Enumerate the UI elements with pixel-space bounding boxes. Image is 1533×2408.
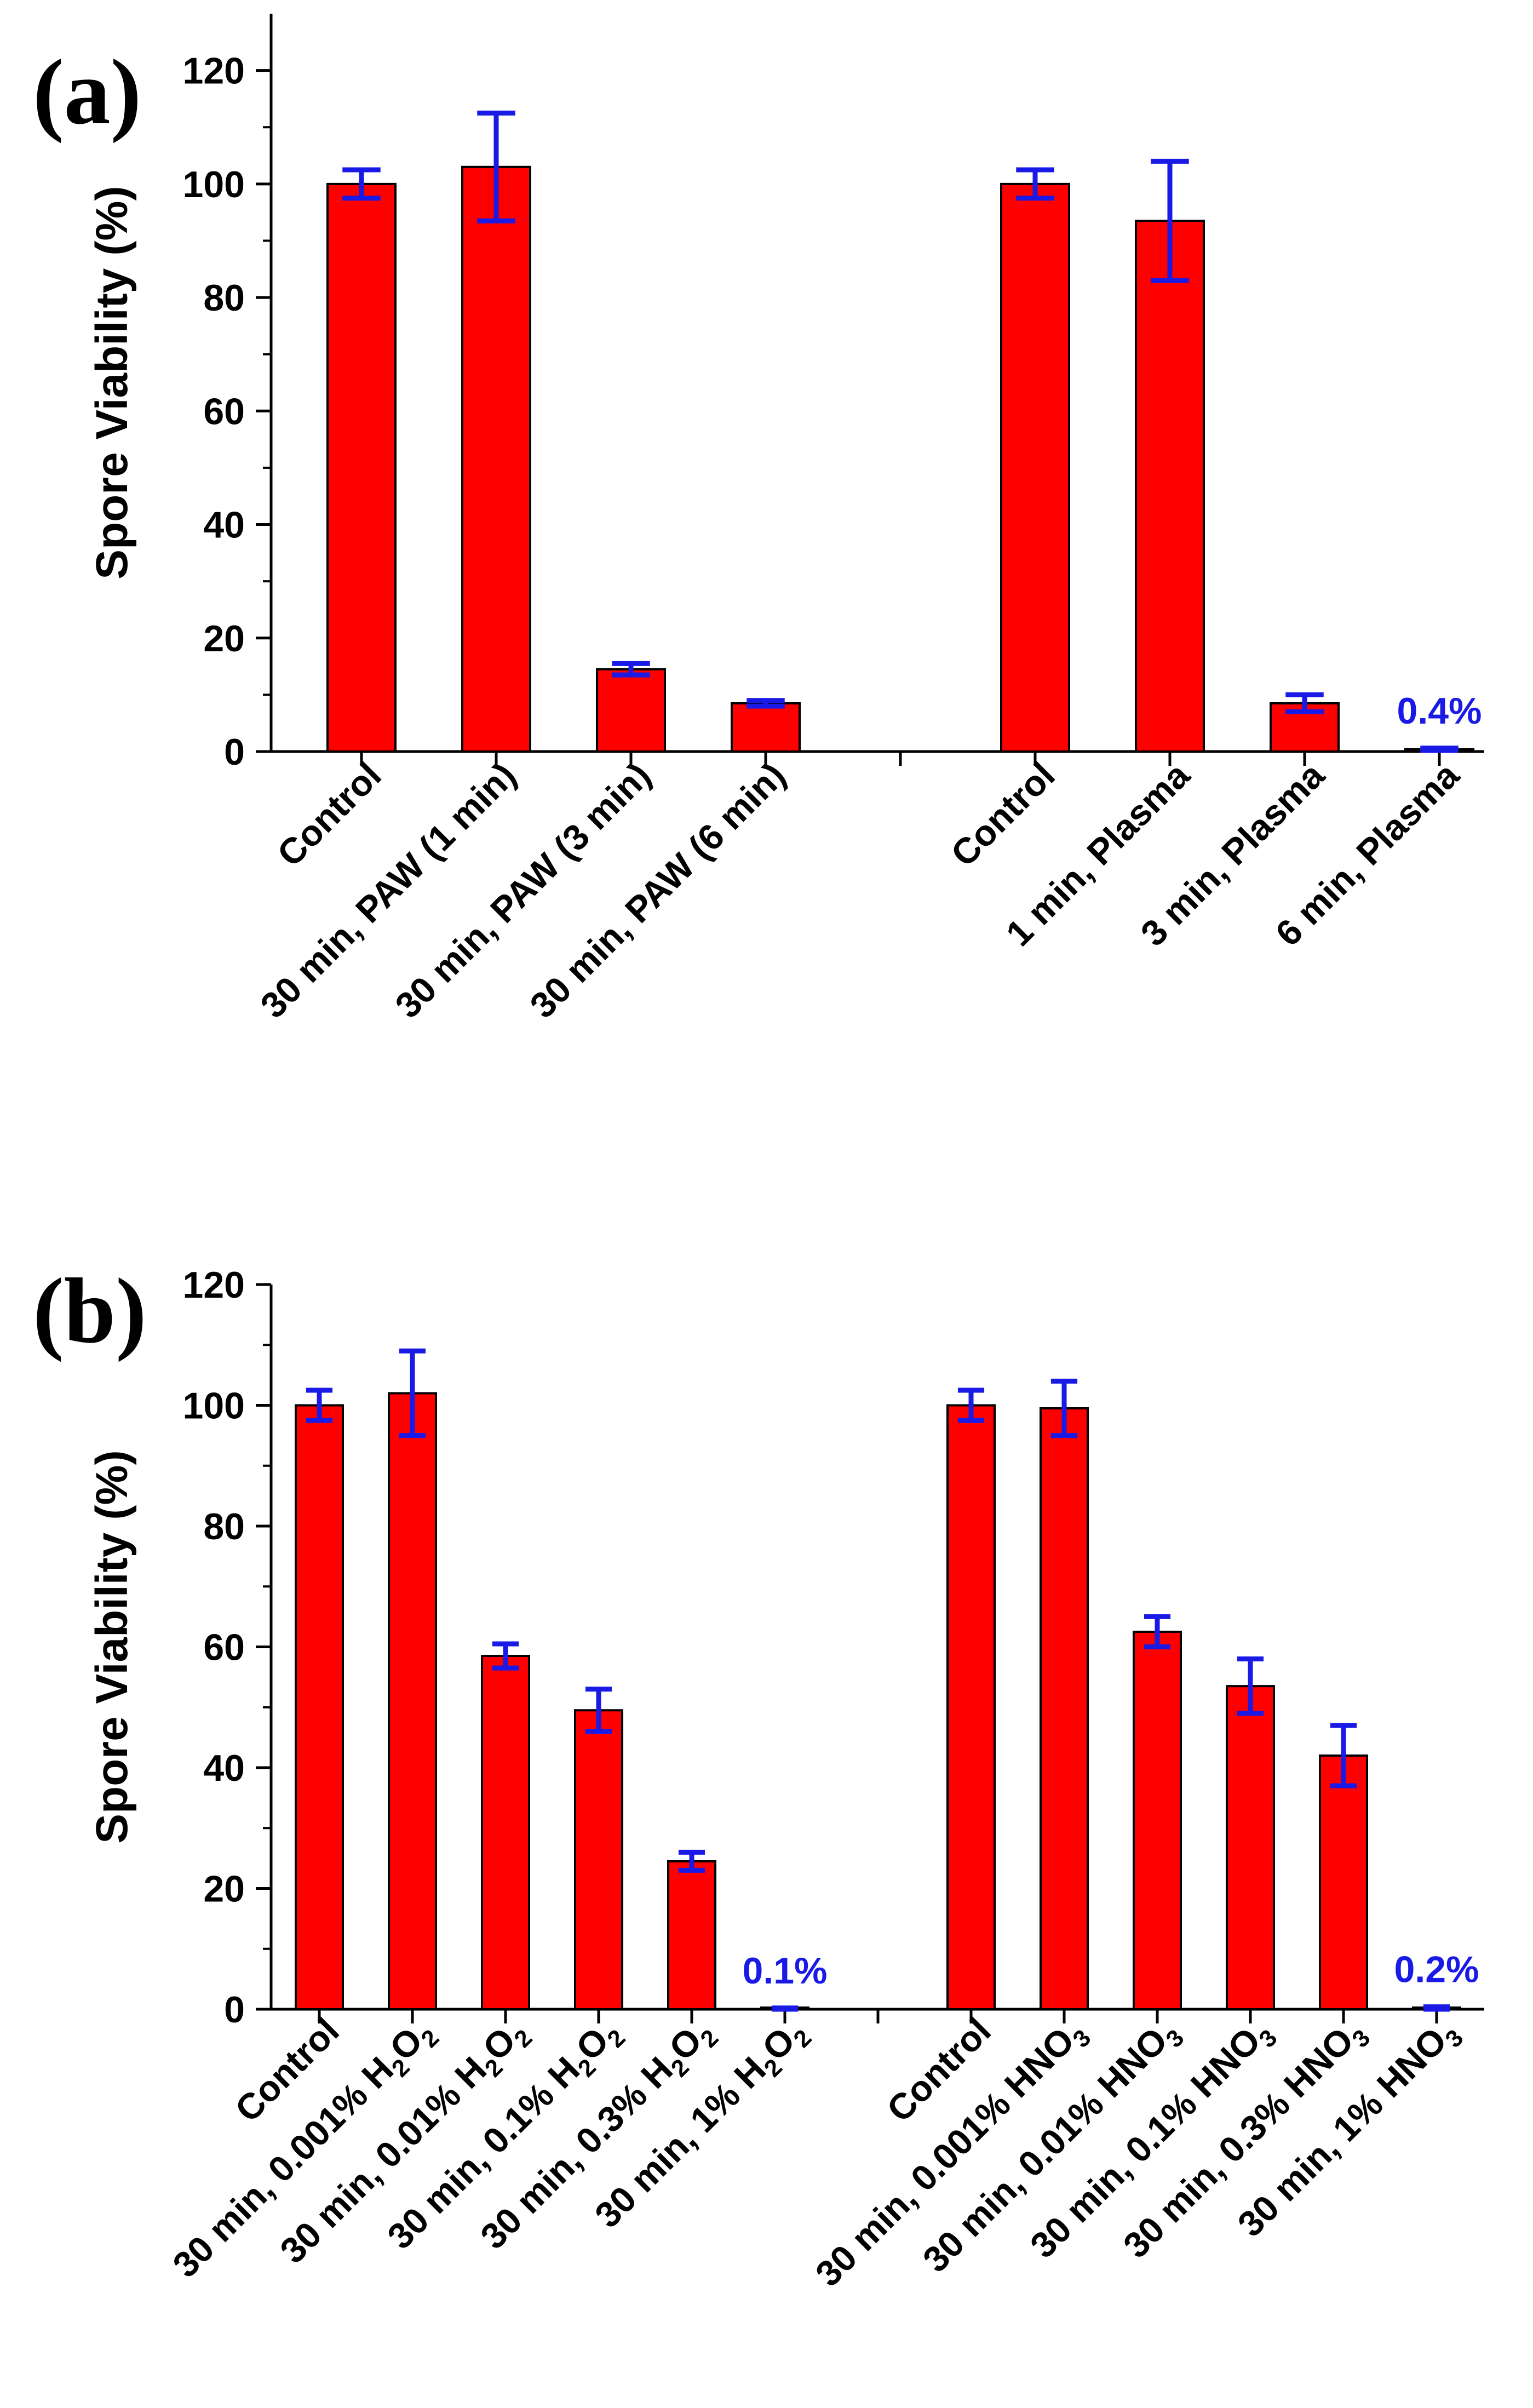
bar-3: [731, 702, 801, 753]
bar-0: [326, 182, 397, 753]
category-label-4: Control: [943, 755, 1063, 874]
y-tick-label: 20: [203, 1868, 245, 1910]
bar-2: [596, 668, 666, 753]
error-bar-1: [399, 1348, 426, 1438]
value-annotation: 0.2%: [1394, 1949, 1479, 1991]
error-bar-10: [1330, 1723, 1357, 1788]
chart-panel-b: (b)Spore Viability (%)020406080100120Con…: [33, 1259, 1484, 2294]
category-label-1: 30 min, PAW (1 min): [252, 755, 524, 1026]
bar-9: [1226, 1685, 1275, 2011]
label-text: Control: [269, 755, 389, 874]
chart-panel-a: (a) Spore Viability (%) 0 20 40 60 80 100 120 Con…: [33, 14, 1484, 1025]
error-bar-11: [1423, 2004, 1450, 2012]
error-bar-5: [771, 2005, 799, 2012]
y-tick-label: 120: [183, 50, 245, 92]
bar-3: [574, 1709, 623, 2010]
bar-7: [1040, 1407, 1089, 2010]
y-tick-label: 60: [203, 391, 245, 432]
error-bar-9: [1237, 1656, 1264, 1716]
y-tick-label: 80: [203, 277, 245, 319]
y-tick-label: 0: [224, 1989, 245, 2031]
error-bar-2: [612, 661, 650, 678]
y-tick-label: 40: [203, 1747, 245, 1789]
error-bar-7: [1420, 746, 1459, 753]
bar-2: [481, 1655, 530, 2011]
error-bar-0: [342, 167, 381, 201]
error-bar-7: [1050, 1378, 1078, 1438]
bar-4: [1000, 182, 1070, 753]
label-text: 30 min, PAW (6 min): [522, 755, 793, 1026]
error-bar-1: [477, 110, 515, 223]
y-tick-label: 40: [203, 504, 245, 546]
bar-6: [946, 1404, 996, 2010]
error-bar-4: [678, 1849, 705, 1873]
value-annotation: 0.4%: [1397, 690, 1482, 732]
error-bar-5: [1151, 158, 1189, 283]
y-tick-label: 120: [183, 1264, 245, 1306]
y-tick-label: 80: [203, 1506, 245, 1547]
label-text: 30 min, PAW (3 min): [387, 755, 658, 1026]
label-text: 30 min, PAW (1 min): [252, 755, 524, 1026]
y-tick-label: 100: [183, 164, 245, 205]
error-bar-3: [585, 1687, 612, 1734]
category-label-3: 30 min, PAW (6 min): [522, 755, 793, 1026]
bar-4: [667, 1860, 716, 2010]
error-bar-3: [747, 698, 785, 709]
y-tick-label: 60: [203, 1627, 245, 1669]
bar-0: [295, 1404, 344, 2010]
category-label-0: Control: [269, 755, 389, 874]
value-annotation: 0.1%: [743, 1950, 828, 1992]
category-label-2: 30 min, PAW (3 min): [387, 755, 658, 1026]
error-bar-6: [1285, 692, 1324, 714]
bar-8: [1133, 1630, 1182, 2010]
error-bar-8: [1144, 1614, 1171, 1649]
y-tick-label: 20: [203, 618, 245, 660]
panel-label: (a): [33, 41, 141, 144]
bar-10: [1319, 1754, 1368, 2010]
error-bar-6: [957, 1388, 985, 1423]
y-axis-title: Spore Viability (%): [87, 1450, 137, 1843]
label-text: Control: [943, 755, 1063, 874]
y-tick-label: 0: [224, 731, 245, 773]
bar-1: [461, 165, 531, 753]
y-tick-label: 100: [183, 1385, 245, 1427]
panel-label: (b): [33, 1259, 147, 1362]
error-bar-4: [1016, 167, 1054, 201]
bar-1: [388, 1392, 437, 2010]
error-bar-0: [306, 1388, 333, 1423]
error-bar-2: [492, 1641, 519, 1671]
y-axis-title: Spore Viability (%): [87, 186, 137, 579]
bar-5: [1135, 220, 1205, 753]
